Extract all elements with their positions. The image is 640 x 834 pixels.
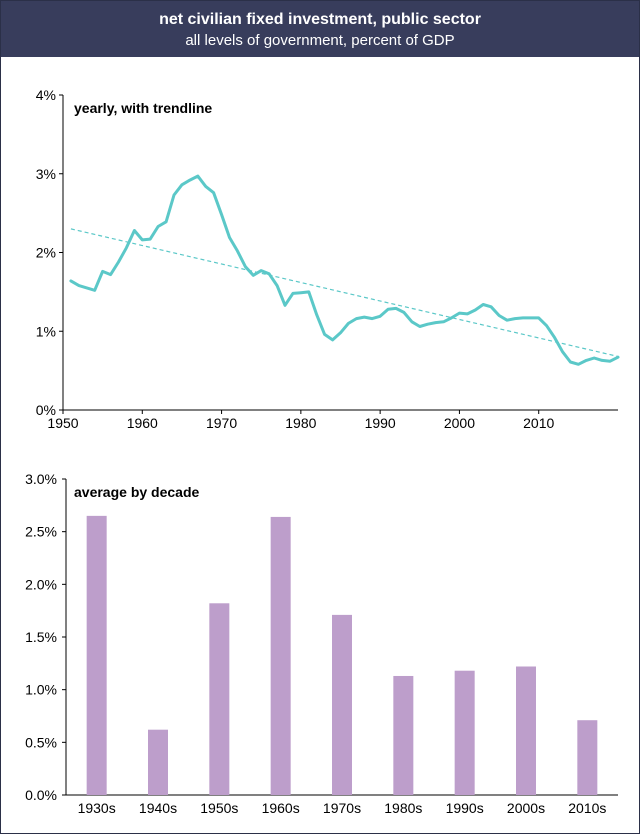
line-y-tick-label: 0% — [36, 402, 56, 418]
bar-y-tick-label: 2.5% — [25, 524, 57, 540]
bar-1980s — [393, 675, 414, 795]
bar-chart-title: average by decade — [74, 484, 200, 500]
bar-category-label: 1940s — [139, 800, 177, 816]
bar-category-label: 1990s — [446, 800, 484, 816]
bar-1970s — [332, 614, 352, 795]
line-y-tick-label: 1% — [36, 323, 56, 339]
bar-2000s — [516, 666, 536, 795]
bar-y-tick-label: 0.0% — [25, 787, 57, 803]
bar-1990s — [454, 670, 475, 795]
bar-y-tick-label: 0.5% — [25, 734, 57, 750]
investment-line — [69, 174, 620, 366]
bar-1940s — [148, 729, 168, 795]
line-x-tick-label: 1980 — [285, 415, 316, 431]
line-x-tick-label: 1960 — [127, 415, 158, 431]
bar-category-label: 1980s — [384, 800, 422, 816]
bar-y-tick-label: 1.0% — [25, 682, 57, 698]
bar-category-label: 2010s — [568, 800, 606, 816]
line-y-tick-label: 3% — [36, 166, 56, 182]
bar-y-tick-label: 3.0% — [25, 471, 57, 487]
bar-y-tick-label: 1.5% — [25, 629, 57, 645]
line-x-tick-label: 2000 — [444, 415, 475, 431]
bar-category-label: 1930s — [78, 800, 116, 816]
line-y-tick-label: 2% — [36, 245, 56, 261]
line-x-tick-label: 1990 — [365, 415, 396, 431]
bar-1950s — [209, 603, 230, 795]
line-x-tick-label: 1950 — [47, 415, 78, 431]
line-y-tick-label: 4% — [36, 87, 56, 103]
line-chart-title: yearly, with trendline — [74, 100, 212, 116]
line-x-tick-label: 2010 — [523, 415, 554, 431]
bar-y-tick-label: 2.0% — [25, 576, 57, 592]
header-title: net civilian fixed investment, public se… — [159, 11, 481, 28]
header-subtitle: all levels of government, percent of GDP — [185, 32, 455, 49]
bar-category-label: 1970s — [323, 800, 361, 816]
bar-category-label: 1960s — [262, 800, 300, 816]
bar-1960s — [270, 516, 291, 795]
header-banner: net civilian fixed investment, public se… — [1, 1, 639, 57]
trendline — [70, 228, 619, 358]
bar-category-label: 1950s — [200, 800, 238, 816]
bar-2010s — [577, 720, 598, 795]
bar-1930s — [86, 515, 107, 795]
bar-chart: average by decade 0.0% 0.5% 1.0% 1.5% 2.0% 2.… — [25, 471, 618, 816]
line-x-tick-label: 1970 — [206, 415, 237, 431]
line-chart: yearly, with trendline 0% 1% 2% 3% 4% 1950 196… — [36, 87, 620, 431]
bar-category-label: 2000s — [507, 800, 545, 816]
